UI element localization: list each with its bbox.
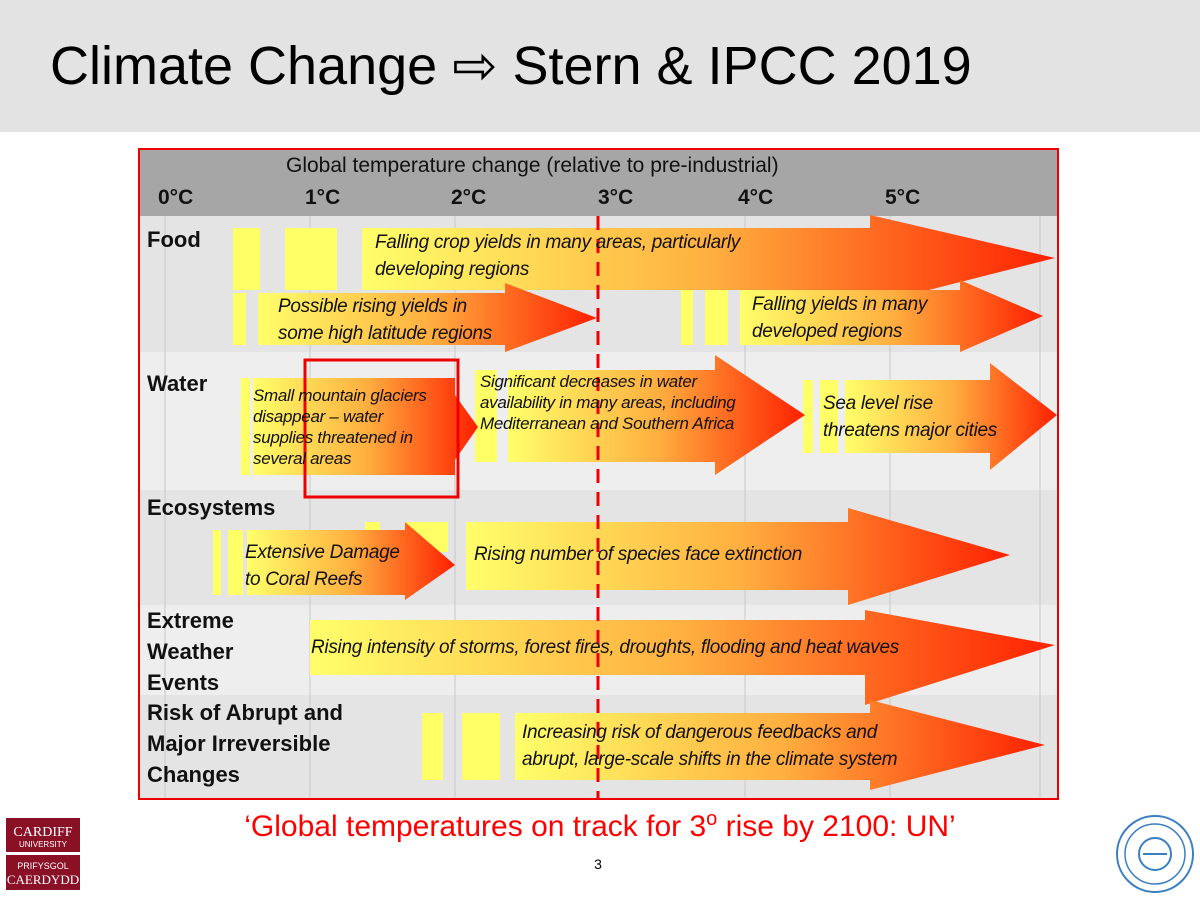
cardiff-university-logo: CARDIFF UNIVERSITY PRIFYSGOL CAERDYDD [6, 818, 80, 890]
impact-eco2: Rising number of species face extinction [474, 544, 803, 565]
arrow-water2 [508, 355, 805, 475]
impact-risk: Increasing risk of dangerous feedbacks a… [522, 719, 898, 773]
line: Sea level rise [823, 393, 933, 414]
tick-4: 4°C [738, 186, 774, 209]
climate-impacts-diagram: Global temperature change (relative to p… [138, 148, 1059, 800]
row-label-extreme-weather: Extreme Weather Events [147, 605, 234, 698]
impact-food3: Falling yields in many developed regions [752, 291, 927, 345]
line: abrupt, large-scale shifts in the climat… [522, 749, 898, 770]
line: Increasing risk of dangerous feedbacks a… [522, 722, 877, 743]
line: Changes [147, 762, 240, 787]
line: Falling yields in many [752, 294, 928, 315]
line: to Coral Reefs [245, 569, 363, 590]
arrow-food2 [258, 283, 597, 352]
line: Extensive Damage [245, 542, 400, 563]
arrow-risk [515, 700, 1045, 790]
tick-3: 3°C [598, 186, 634, 209]
svg-text:UNIVERSITY: UNIVERSITY [19, 840, 68, 849]
arrow-food3 [740, 280, 1043, 352]
line: Possible rising yields in [278, 296, 467, 317]
line: developed regions [752, 321, 903, 342]
degree-sup: o [706, 808, 718, 830]
header-band [140, 150, 1057, 216]
line: Mediterranean and Southern Africa [480, 414, 735, 433]
line: Weather [147, 639, 234, 664]
impact-eco1: Extensive Damage to Coral Reefs [245, 539, 400, 593]
slide-title: Climate Change ⇨ Stern & IPCC 2019 [50, 36, 972, 96]
page-number: 3 [594, 856, 602, 872]
svg-text:CARDIFF: CARDIFF [13, 825, 72, 840]
quote-text-end: rise by 2100: UN’ [717, 810, 956, 843]
arrow-water3 [845, 363, 1057, 470]
svg-text:PRIFYSGOL: PRIFYSGOL [17, 861, 69, 871]
diagram-graphics [140, 150, 1057, 798]
line: Major Irreversible [147, 731, 331, 756]
line: Significant decreases in water [480, 372, 697, 391]
hohai-university-logo [1116, 815, 1194, 893]
line: Small mountain glaciers [253, 386, 427, 405]
line: Events [147, 670, 220, 695]
impact-water2: Significant decreases in water availabili… [480, 371, 736, 434]
svg-text:CAERDYDD: CAERDYDD [7, 872, 79, 887]
row-label-food: Food [147, 227, 201, 252]
impact-extreme: Rising intensity of storms, forest fires… [311, 637, 899, 658]
tick-0: 0°C [158, 186, 194, 209]
line: supplies threatened in [253, 428, 413, 447]
row-label-ecosystems: Ecosystems [147, 495, 276, 520]
line: threatens major cities [823, 420, 997, 441]
line: developing regions [375, 259, 530, 280]
line: availability in many areas, including [480, 393, 736, 412]
line: disappear – water [253, 407, 384, 426]
arrow-extreme [310, 610, 1055, 705]
impact-water1: Small mountain glaciers disappear – water… [253, 385, 427, 469]
arrow-water1 [253, 378, 478, 475]
tick-2: 2°C [451, 186, 487, 209]
title-bar: Climate Change ⇨ Stern & IPCC 2019 [0, 0, 1200, 132]
line: several areas [253, 449, 352, 468]
impact-arrows [247, 215, 1057, 790]
line: some high latitude regions [278, 323, 493, 344]
tick-5: 5°C [885, 186, 921, 209]
axis-header: Global temperature change (relative to p… [286, 154, 779, 177]
row-label-water: Water [147, 371, 208, 396]
arrow-food1 [362, 215, 1055, 305]
arrow-eco1 [247, 522, 455, 600]
row-label-risk: Risk of Abrupt and Major Irreversible Chan… [147, 697, 343, 790]
tick-1: 1°C [305, 186, 341, 209]
impact-food1: Falling crop yields in many areas, parti… [375, 229, 740, 283]
quote-text: ‘Global temperatures on track for 3 [244, 810, 707, 843]
impact-water3: Sea level rise threatens major cities [823, 390, 997, 444]
impact-food2: Possible rising yields in some high latit… [278, 293, 492, 347]
arrow-eco2 [466, 508, 1010, 605]
line: Falling crop yields in many areas, parti… [375, 232, 741, 253]
line: Extreme [147, 608, 234, 633]
un-quote: ‘Global temperatures on track for 3o ris… [0, 808, 1200, 844]
highlight-box [303, 358, 460, 499]
line: Risk of Abrupt and [147, 700, 343, 725]
